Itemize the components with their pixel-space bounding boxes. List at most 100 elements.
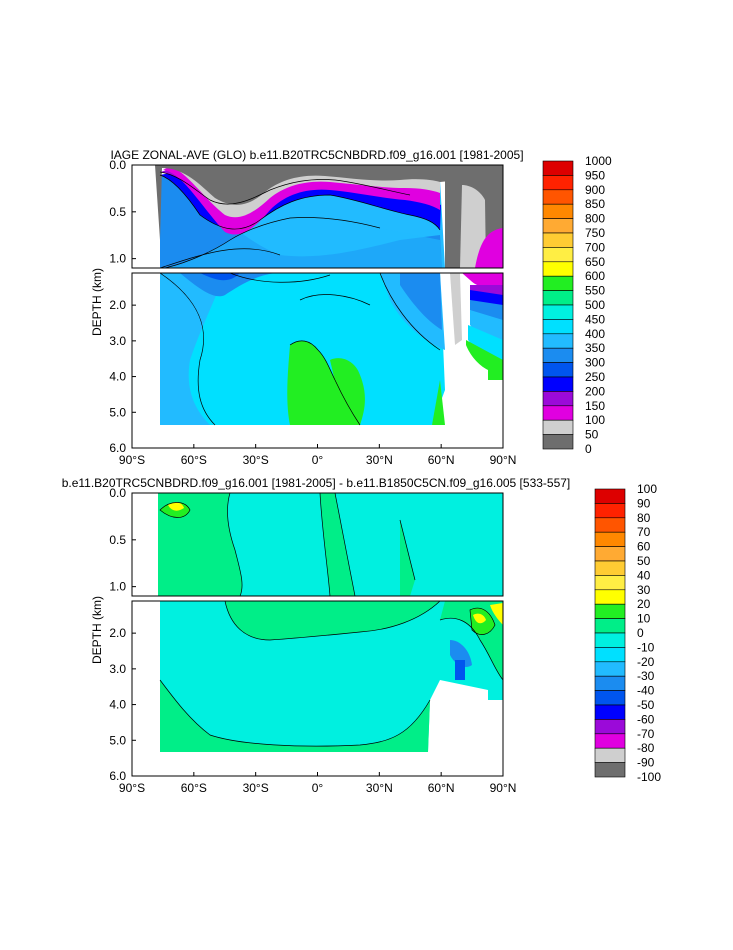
- colorbar-label: 40: [637, 568, 651, 582]
- colorbar-label: 750: [585, 226, 605, 240]
- x-tick-label: 90°S: [119, 781, 145, 795]
- x-tick-label: 30°N: [366, 781, 393, 795]
- y-tick-label: 1.0: [109, 252, 126, 266]
- x-tick-label: 60°N: [428, 781, 455, 795]
- colorbar-swatch: [542, 333, 574, 349]
- x-tick-label: 90°S: [119, 453, 145, 467]
- colorbar-swatch: [542, 405, 574, 421]
- colorbar-label: -90: [637, 756, 655, 770]
- colorbar-label: 800: [585, 212, 605, 226]
- x-tick-label: 0°: [312, 453, 324, 467]
- colorbar-label: 600: [585, 269, 605, 283]
- x-tick-label: 60°S: [181, 453, 207, 467]
- y-tick-label: 1.0: [109, 580, 126, 594]
- colorbar-swatch: [542, 434, 574, 450]
- colorbar-swatch: [542, 247, 574, 263]
- colorbar-swatch: [594, 675, 626, 691]
- colorbar-label: 350: [585, 341, 605, 355]
- colorbar-label: -100: [637, 770, 661, 784]
- colorbar-label: -20: [637, 655, 655, 669]
- colorbar-swatch: [542, 189, 574, 205]
- panel-1-ylabel: DEPTH (km): [90, 268, 104, 336]
- colorbar-label: 100: [637, 482, 657, 496]
- colorbar-label: -50: [637, 698, 655, 712]
- x-tick-label: 90°N: [490, 453, 517, 467]
- colorbar-label: -30: [637, 669, 655, 683]
- colorbar-swatch: [542, 391, 574, 407]
- y-tick-label: 6.0: [109, 441, 126, 455]
- colorbar-swatch: [542, 218, 574, 234]
- colorbar-swatch: [594, 517, 626, 533]
- y-tick-label: 2.0: [109, 626, 126, 640]
- panel-2-upper-field: [132, 493, 503, 596]
- x-tick-label: 30°S: [243, 781, 269, 795]
- colorbar-label: -80: [637, 741, 655, 755]
- x-tick-label: 30°N: [366, 453, 393, 467]
- colorbar-label: 70: [637, 525, 651, 539]
- x-tick-label: 90°N: [490, 781, 517, 795]
- colorbar-swatch: [542, 362, 574, 378]
- x-tick-label: 30°S: [243, 453, 269, 467]
- y-tick-label: 2.0: [109, 298, 126, 312]
- colorbar-swatch: [594, 661, 626, 677]
- colorbar-swatch: [594, 575, 626, 591]
- colorbar-label: 300: [585, 356, 605, 370]
- colorbar-label: -60: [637, 712, 655, 726]
- y-tick-label: 3.0: [109, 334, 126, 348]
- colorbar-label: 450: [585, 312, 605, 326]
- colorbar-label: 10: [637, 612, 651, 626]
- panel-1-upper-frame: [131, 164, 504, 269]
- colorbar-label: 20: [637, 597, 651, 611]
- colorbar-label: 950: [585, 168, 605, 182]
- colorbar-label: 1000: [585, 154, 612, 168]
- colorbar-swatch: [542, 261, 574, 277]
- colorbar-label: 90: [637, 496, 651, 510]
- colorbar-label: 850: [585, 197, 605, 211]
- colorbar-swatch: [594, 704, 626, 720]
- panel-2-ylabel: DEPTH (km): [90, 596, 104, 664]
- y-tick-label: 4.0: [109, 370, 126, 384]
- colorbar-label: 30: [637, 583, 651, 597]
- colorbar-swatch: [594, 733, 626, 749]
- colorbar-label: 50: [637, 554, 651, 568]
- colorbar-label: 400: [585, 327, 605, 341]
- y-tick-label: 5.0: [109, 733, 126, 747]
- panel-2-upper-frame: [131, 492, 504, 597]
- colorbar-label: 500: [585, 298, 605, 312]
- colorbar-swatch: [542, 175, 574, 191]
- panel-1-title: IAGE ZONAL-AVE (GLO) b.e11.B20TRC5CNBDRD…: [110, 148, 523, 162]
- colorbar-swatch: [594, 488, 626, 504]
- x-tick-label: 0°: [312, 781, 324, 795]
- colorbar-swatch: [594, 531, 626, 547]
- colorbar-label: 650: [585, 255, 605, 269]
- x-tick-label: 60°N: [428, 453, 455, 467]
- colorbar-swatch: [542, 232, 574, 248]
- y-tick-label: 3.0: [109, 662, 126, 676]
- colorbar-swatch: [594, 618, 626, 634]
- y-tick-label: 6.0: [109, 769, 126, 783]
- colorbar-swatch: [594, 632, 626, 648]
- colorbar-swatch: [542, 290, 574, 306]
- colorbar-swatch: [594, 503, 626, 519]
- panel-1-lower-field: [132, 273, 503, 448]
- colorbar-swatch: [542, 419, 574, 435]
- colorbar-swatch: [594, 762, 626, 778]
- colorbar-label: 900: [585, 183, 605, 197]
- panel-1: IAGE ZONAL-AVE (GLO) b.e11.B20TRC5CNBDRD…: [90, 148, 612, 467]
- colorbar-label: -10: [637, 640, 655, 654]
- colorbar-swatch: [542, 347, 574, 363]
- colorbar-swatch: [542, 203, 574, 219]
- y-tick-label: 0.5: [109, 205, 126, 219]
- colorbar-swatch: [594, 690, 626, 706]
- colorbar-swatch: [542, 160, 574, 176]
- colorbar-label: 0: [585, 442, 592, 456]
- x-tick-label: 60°S: [181, 781, 207, 795]
- y-tick-label: 0.0: [109, 158, 126, 172]
- colorbar-label: 150: [585, 399, 605, 413]
- colorbar-swatch: [542, 304, 574, 320]
- colorbar-label: 200: [585, 384, 605, 398]
- colorbar-label: 700: [585, 240, 605, 254]
- colorbar-swatch: [594, 647, 626, 663]
- colorbar-label: 80: [637, 511, 651, 525]
